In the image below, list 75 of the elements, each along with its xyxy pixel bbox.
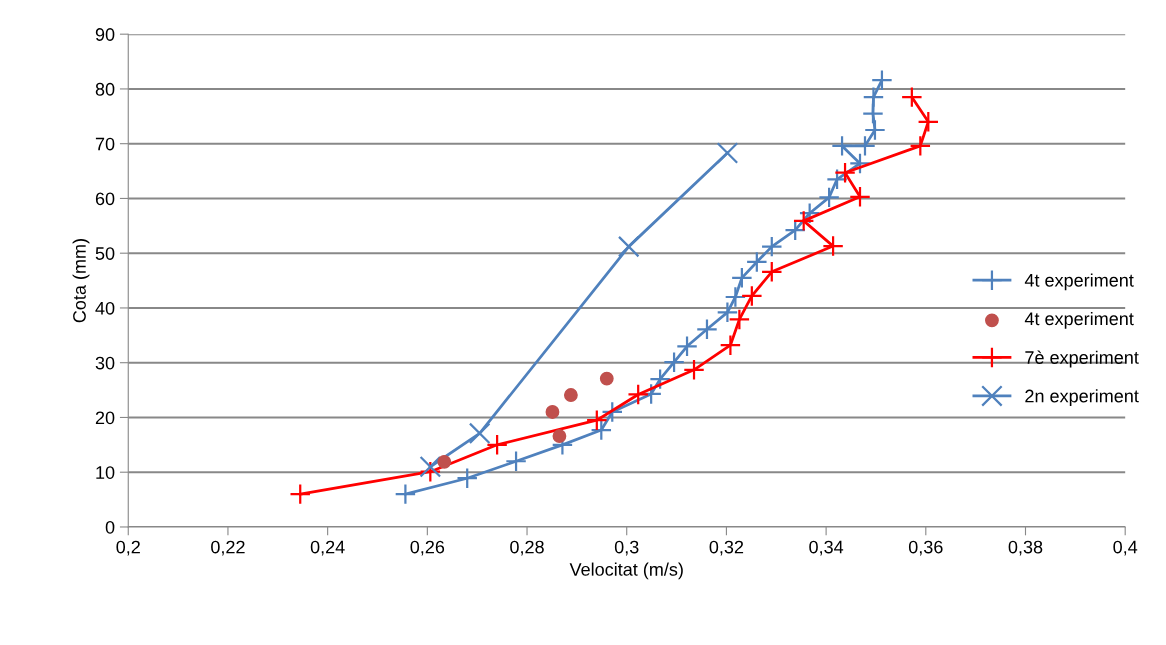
- point: [826, 168, 848, 191]
- point: [834, 161, 856, 184]
- point: [552, 429, 567, 443]
- point: [731, 267, 753, 289]
- legend-label: 4t experiment: [1024, 311, 1134, 329]
- point: [394, 483, 417, 505]
- y-tick-label: 0: [105, 520, 115, 534]
- point: [649, 368, 671, 390]
- y-tick-label: 80: [95, 82, 115, 96]
- y-tick-label: 70: [95, 137, 115, 151]
- x-tick-label: 0,4: [1113, 540, 1138, 556]
- y-axis-title: Cota (mm): [72, 239, 90, 323]
- point: [792, 210, 815, 232]
- x-tick-label: 0,38: [1008, 540, 1043, 556]
- point: [745, 251, 768, 273]
- x-tick-label: 0,26: [410, 540, 445, 556]
- point: [683, 358, 705, 381]
- point: [728, 308, 751, 331]
- point: [601, 401, 624, 423]
- point: [849, 185, 871, 208]
- point: [419, 455, 442, 478]
- y-tick-label: 60: [95, 192, 115, 206]
- point: [760, 235, 783, 258]
- y-tick-label: 10: [96, 466, 115, 479]
- point: [289, 483, 312, 505]
- y-tick-label: 90: [95, 28, 115, 41]
- x-tick-label: 0,2: [116, 540, 140, 556]
- x-axis-title: Velocitat (m/s): [569, 562, 683, 580]
- y-tick-label: 20: [95, 411, 115, 425]
- point: [437, 454, 452, 469]
- point: [505, 450, 527, 473]
- y-tick-label: 40: [95, 301, 115, 315]
- point: [818, 186, 840, 209]
- point: [585, 409, 608, 432]
- y-tick-label: 30: [95, 356, 115, 370]
- point: [716, 142, 739, 164]
- point: [617, 235, 640, 258]
- x-tick-label: 0,3: [614, 540, 639, 556]
- point: [590, 419, 613, 441]
- point: [719, 334, 742, 357]
- point: [798, 202, 821, 225]
- point: [599, 371, 614, 386]
- point: [901, 86, 923, 108]
- point: [862, 86, 885, 108]
- y-tick-label: 50: [95, 247, 115, 260]
- point: [563, 388, 578, 402]
- point: [468, 422, 491, 445]
- point: [419, 460, 442, 483]
- point: [456, 467, 479, 490]
- point: [676, 335, 698, 358]
- x-tick-label: 0,28: [510, 540, 544, 556]
- x-tick-label: 0,36: [908, 540, 943, 556]
- legend-label: 7è experiment: [1025, 350, 1139, 368]
- x-tick-label: 0,24: [310, 540, 345, 556]
- point: [627, 383, 650, 406]
- point: [871, 69, 893, 92]
- x-tick-label: 0,22: [211, 540, 245, 556]
- point: [854, 135, 876, 157]
- point: [716, 301, 739, 324]
- point: [849, 152, 871, 175]
- x-tick-label: 0,34: [809, 540, 844, 556]
- point: [917, 110, 940, 133]
- point: [545, 405, 560, 419]
- point: [696, 318, 718, 341]
- legend-label: 2n experiment: [1025, 389, 1139, 406]
- point: [741, 285, 763, 307]
- point: [864, 119, 886, 141]
- point: [663, 351, 685, 373]
- point: [822, 235, 844, 257]
- point: [909, 135, 932, 157]
- x-tick-label: 0,32: [709, 540, 744, 556]
- point: [486, 434, 508, 456]
- point: [831, 135, 853, 157]
- legend-label: 4t experiment: [1024, 273, 1134, 291]
- point: [760, 260, 783, 283]
